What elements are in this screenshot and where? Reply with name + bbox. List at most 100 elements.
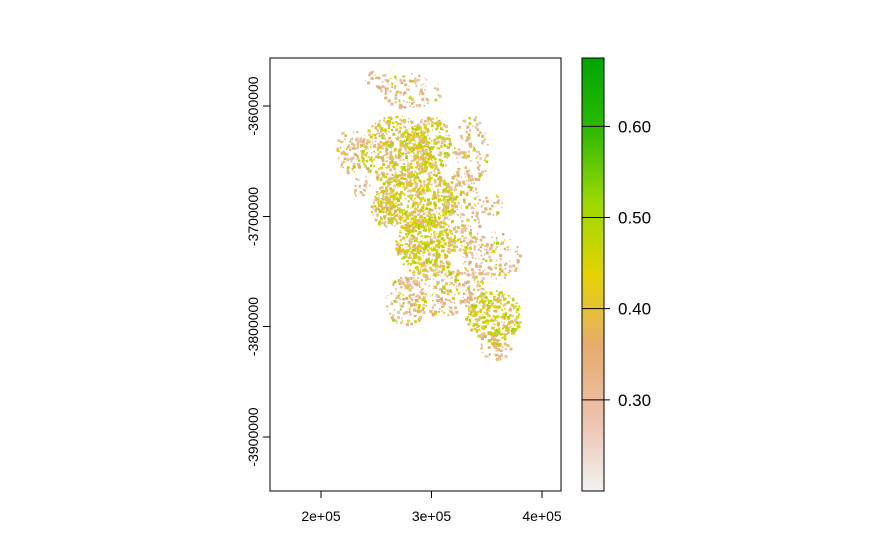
raster-cell	[423, 217, 427, 220]
raster-cell	[464, 193, 466, 195]
raster-cell	[437, 222, 441, 226]
raster-cell	[377, 197, 380, 200]
raster-cell	[459, 238, 462, 241]
raster-cell	[489, 207, 492, 211]
raster-cell	[476, 179, 478, 181]
raster-cell	[475, 271, 477, 273]
raster-cell	[380, 141, 383, 144]
raster-cell	[476, 324, 480, 328]
raster-cell	[475, 151, 478, 153]
raster-cell	[402, 248, 404, 250]
raster-cell	[355, 178, 358, 181]
raster-cell	[434, 167, 437, 170]
raster-cell	[383, 189, 387, 193]
raster-cell	[481, 170, 484, 173]
raster-cell	[426, 240, 430, 243]
raster-cell	[444, 182, 448, 185]
raster-cell	[416, 180, 418, 182]
raster-cell	[409, 264, 412, 266]
raster-cell	[491, 332, 494, 335]
raster-cell	[490, 333, 493, 336]
raster-cell	[351, 170, 353, 172]
raster-cell	[496, 195, 499, 198]
raster-cell	[451, 311, 454, 314]
raster-cell	[402, 158, 405, 161]
raster-cell	[419, 317, 422, 320]
raster-cell	[407, 173, 411, 177]
raster-layer	[336, 70, 522, 361]
raster-cell	[420, 144, 423, 148]
raster-cell	[418, 211, 421, 214]
raster-cell	[445, 195, 448, 198]
raster-cell	[359, 140, 362, 143]
raster-cell	[401, 317, 403, 319]
raster-cell	[447, 137, 449, 139]
raster-cell	[421, 157, 425, 161]
raster-cell	[481, 328, 483, 330]
raster-cell	[443, 124, 447, 127]
raster-cell	[410, 303, 414, 307]
raster-cell	[478, 175, 481, 178]
raster-cell	[418, 137, 422, 141]
raster-cell	[504, 268, 507, 270]
raster-cell	[391, 145, 394, 148]
raster-cell	[442, 265, 446, 268]
raster-cell	[453, 247, 455, 249]
raster-cell	[502, 313, 506, 317]
raster-cell	[448, 237, 452, 241]
raster-cell	[440, 195, 443, 197]
raster-cell	[410, 207, 412, 209]
raster-cell	[438, 183, 442, 187]
raster-cell	[471, 216, 473, 218]
raster-cell	[465, 120, 467, 122]
raster-cell	[437, 270, 441, 274]
raster-cell	[436, 299, 439, 302]
raster-cell	[413, 221, 416, 224]
raster-cell	[378, 132, 381, 135]
raster-cell	[499, 358, 502, 361]
raster-cell	[423, 300, 427, 303]
raster-cell	[481, 134, 485, 138]
raster-cell	[423, 248, 426, 251]
raster-cell	[479, 245, 482, 249]
raster-cell	[467, 323, 469, 325]
raster-cell	[420, 180, 422, 183]
raster-cell	[448, 272, 452, 276]
raster-cell	[461, 137, 464, 140]
raster-cell	[413, 144, 416, 148]
raster-cell	[456, 273, 459, 277]
raster-cell	[398, 248, 401, 251]
raster-cell	[430, 224, 433, 227]
raster-cell	[408, 185, 410, 187]
raster-cell	[477, 212, 479, 214]
raster-cell	[380, 129, 383, 132]
raster-cell	[459, 193, 463, 196]
raster-cell	[397, 138, 400, 141]
raster-cell	[397, 208, 400, 211]
raster-cell	[433, 170, 435, 172]
raster-cell	[369, 71, 373, 75]
raster-cell	[342, 141, 344, 142]
raster-cell	[397, 249, 401, 253]
raster-cell	[382, 201, 385, 204]
raster-cell	[433, 214, 436, 216]
raster-cell	[451, 250, 453, 252]
raster-cell	[476, 320, 478, 323]
raster-cell	[497, 325, 500, 328]
raster-cell	[392, 314, 394, 316]
raster-cell	[414, 271, 416, 273]
raster-cell	[438, 180, 442, 184]
raster-cell	[356, 138, 359, 141]
raster-cell	[434, 87, 437, 90]
raster-cell	[393, 167, 396, 171]
raster-cell	[517, 313, 520, 316]
raster-cell	[434, 312, 437, 315]
raster-cell	[433, 278, 435, 280]
raster-cell	[408, 140, 412, 144]
raster-cell	[419, 147, 420, 149]
raster-cell	[423, 156, 426, 159]
raster-cell	[428, 212, 431, 215]
raster-cell	[490, 268, 493, 270]
raster-cell	[392, 282, 394, 284]
raster-cell	[471, 178, 474, 182]
